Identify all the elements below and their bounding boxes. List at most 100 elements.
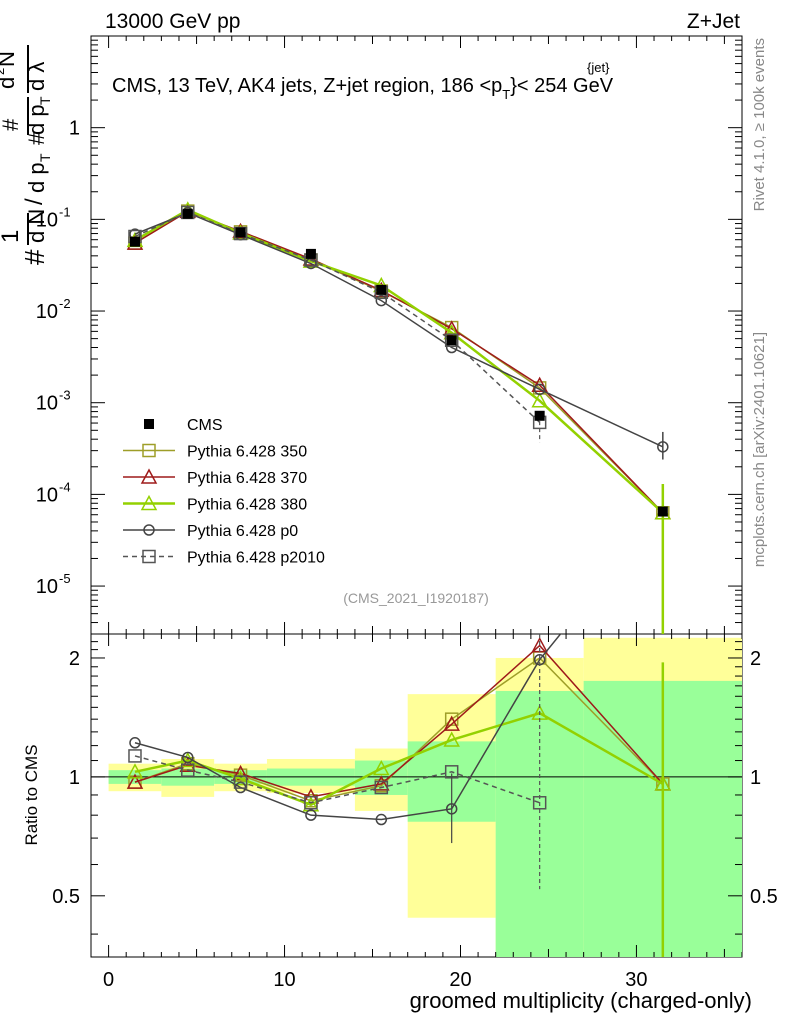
svg-text:d N: d N xyxy=(24,209,49,243)
legend-marker xyxy=(142,443,156,458)
y-tick-label: 10 xyxy=(36,209,58,231)
ratio-tick-label: 1 xyxy=(69,767,80,789)
y-tick-exponent: -1 xyxy=(59,204,71,219)
ratio-series-group xyxy=(126,634,672,957)
svg-text:1: 1 xyxy=(0,230,24,243)
legend-marker xyxy=(140,468,158,484)
header-left: 13000 GeV pp xyxy=(105,10,240,33)
y-tick-exponent: -4 xyxy=(59,479,71,494)
x-axis-label: groomed multiplicity (charged-only) xyxy=(410,988,752,1013)
legend-marker xyxy=(144,419,154,429)
series-pythia-6-428-p0-ratio-point xyxy=(305,809,317,821)
series-pythia-6-428-p2010-ratio-line xyxy=(134,755,540,804)
series-pythia-6-428-380-ratio-line xyxy=(134,711,664,807)
series-pythia-6-428-p2010-ratio-point xyxy=(181,763,195,777)
series-pythia-6-428-380-ratio-point xyxy=(126,763,144,779)
series-pythia-6-428-380-ratio-point xyxy=(232,770,249,786)
series-pythia-6-428-p0-line xyxy=(134,211,664,448)
cms-data-point xyxy=(182,208,193,219)
series-pythia-6-428-p2010-ratio-point xyxy=(304,796,318,810)
series-pythia-6-428-p2010-ratio-point xyxy=(374,780,389,795)
mcplots-label: mcplots.cern.ch [arXiv:2401.10621] xyxy=(751,332,768,567)
series-pythia-6-428-p0-ratio-line xyxy=(134,634,562,821)
svg-text:d p: d p xyxy=(24,104,49,135)
x-tick-label: 0 xyxy=(103,969,114,991)
ratio-tick-label: 2 xyxy=(69,648,80,670)
ratio-tick-label-right: 0.5 xyxy=(750,886,778,908)
legend-label: Pythia 6.428 p2010 xyxy=(187,550,325,567)
legend-label: Pythia 6.428 380 xyxy=(187,497,307,514)
svg-text:2: 2 xyxy=(0,68,7,75)
series-pythia-6-428-370-ratio-point xyxy=(126,773,144,789)
x-tick-label: 10 xyxy=(273,969,295,991)
svg-text:N: N xyxy=(0,51,19,67)
cms-data-point xyxy=(446,335,457,346)
series-pythia-6-428-370-ratio-point xyxy=(443,715,460,731)
cms-data-point xyxy=(376,284,387,295)
header-right: Z+Jet xyxy=(687,10,740,33)
series-pythia-6-428-p0-point xyxy=(375,294,388,307)
series-pythia-6-428-370-line xyxy=(134,210,664,514)
svg-text:T: T xyxy=(37,96,53,105)
series-pythia-6-428-p0-ratio-point xyxy=(375,813,388,826)
y-tick-exponent: -3 xyxy=(59,388,71,403)
svg-text:/: / xyxy=(21,198,48,205)
series-pythia-6-428-p2010-point xyxy=(444,333,459,348)
series-pythia-6-428-350-line xyxy=(134,210,664,514)
series-pythia-6-428-p2010-line xyxy=(134,211,541,423)
legend-label: Pythia 6.428 370 xyxy=(187,470,307,487)
legend-marker xyxy=(143,524,155,536)
series-pythia-6-428-380-ratio-point xyxy=(373,759,390,776)
cms-data-point xyxy=(129,236,140,247)
main-series-group xyxy=(126,201,672,634)
legend-label: CMS xyxy=(187,417,223,434)
cms-data-point xyxy=(235,227,246,238)
legend-label: Pythia 6.428 350 xyxy=(187,444,307,461)
svg-text:d p: d p xyxy=(24,162,49,193)
svg-text:T: T xyxy=(37,153,53,162)
legend-label: Pythia 6.428 p0 xyxy=(187,523,298,540)
svg-text:#: # xyxy=(0,118,23,131)
series-pythia-6-428-380-point xyxy=(531,392,548,408)
series-pythia-6-428-p0-ratio-point xyxy=(182,751,194,764)
series-pythia-6-428-370-ratio-line xyxy=(134,644,664,798)
series-pythia-6-428-380-line xyxy=(134,208,664,514)
svg-text:{jet}: {jet} xyxy=(587,60,610,75)
series-pythia-6-428-380-ratio-point xyxy=(443,731,460,747)
legend-marker xyxy=(142,549,156,564)
series-pythia-6-428-p0-point xyxy=(533,383,546,396)
x-tick-label: 20 xyxy=(449,969,471,991)
svg-text:d: d xyxy=(0,77,19,89)
ratio-tick-label-right: 2 xyxy=(750,648,761,670)
series-pythia-6-428-350-ratio-line xyxy=(134,656,664,802)
y-tick-exponent: -5 xyxy=(59,571,71,586)
series-pythia-6-428-p0-ratio-point xyxy=(129,737,141,749)
cms-data-point xyxy=(534,410,545,421)
ratio-y-label: Ratio to CMS xyxy=(22,744,41,845)
series-pythia-6-428-370-ratio-point xyxy=(373,775,390,791)
cms-data-point xyxy=(305,248,316,259)
cms-data-point xyxy=(657,506,668,517)
legend-marker xyxy=(140,494,158,511)
ratio-tick-label: 0.5 xyxy=(52,886,80,908)
y-tick-exponent: -2 xyxy=(59,296,71,311)
y-tick-label: 10 xyxy=(36,484,58,506)
series-pythia-6-428-p2010-ratio-point xyxy=(233,775,248,789)
chart-title: CMS, 13 TeV, AK4 jets, Z+jet region, 186… xyxy=(112,60,614,102)
svg-text:CMS, 13 TeV, AK4 jets, Z+jet r: CMS, 13 TeV, AK4 jets, Z+jet region, 186… xyxy=(112,75,614,102)
rivet-label: Rivet 4.1.0, ≥ 100k events xyxy=(751,38,768,211)
svg-text:#: # xyxy=(19,249,50,265)
y-tick-label: 10 xyxy=(36,301,58,323)
y-tick-label: 10 xyxy=(36,576,58,598)
series-pythia-6-428-p2010-ratio-point xyxy=(128,749,142,763)
ratio-tick-label-right: 1 xyxy=(750,767,761,789)
analysis-label: (CMS_2021_I1920187) xyxy=(343,590,489,606)
y-tick-label: 10 xyxy=(36,393,58,415)
svg-text:#: # xyxy=(24,132,49,145)
main-panel-frame xyxy=(90,35,743,635)
y-tick-label: 1 xyxy=(69,118,80,140)
x-tick-label: 30 xyxy=(625,969,647,991)
main-y-label: # 1 d N / d p T # # d p T d 2 N d λ xyxy=(0,45,53,265)
svg-text:d λ: d λ xyxy=(24,62,49,91)
